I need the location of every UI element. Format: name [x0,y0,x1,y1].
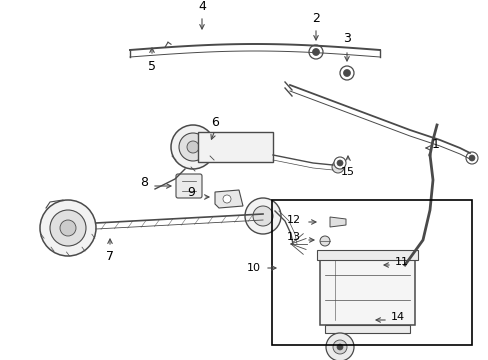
Circle shape [312,49,319,55]
Circle shape [40,200,96,256]
Circle shape [319,236,329,246]
Circle shape [336,344,342,350]
Circle shape [50,210,86,246]
Bar [198,132,272,162]
Bar [316,250,417,260]
Text: 3: 3 [343,31,350,45]
Text: 10: 10 [246,263,261,273]
Circle shape [331,161,343,173]
Text: 9: 9 [187,185,195,198]
Polygon shape [215,190,243,208]
Text: 11: 11 [394,257,408,267]
Circle shape [179,133,206,161]
Text: 4: 4 [198,0,205,13]
Bar [271,200,471,345]
Text: 5: 5 [148,59,156,72]
Text: 12: 12 [286,215,301,225]
Circle shape [186,141,199,153]
Circle shape [171,125,215,169]
Text: 1: 1 [431,139,439,152]
Text: 14: 14 [390,312,404,322]
Text: 6: 6 [211,116,219,129]
Circle shape [468,155,474,161]
Text: 15: 15 [340,167,354,177]
Circle shape [332,340,346,354]
Text: 7: 7 [106,251,114,264]
Circle shape [252,206,272,226]
Text: 2: 2 [311,12,319,24]
Circle shape [339,66,353,80]
Text: 8: 8 [140,176,148,189]
Circle shape [333,157,346,169]
Circle shape [336,160,342,166]
Bar [319,255,414,325]
Circle shape [308,45,323,59]
Polygon shape [329,217,346,227]
Circle shape [60,220,76,236]
Circle shape [465,152,477,164]
Circle shape [343,69,350,77]
Bar [325,325,409,333]
Text: 13: 13 [286,232,301,242]
Circle shape [325,333,353,360]
FancyBboxPatch shape [176,174,202,198]
Circle shape [223,195,230,203]
Circle shape [244,198,281,234]
